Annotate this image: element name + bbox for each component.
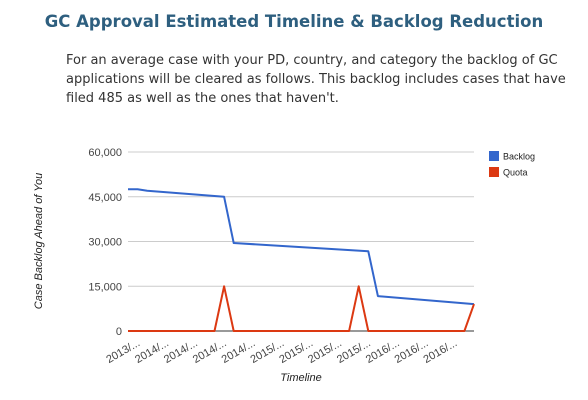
y-axis-label: Case Backlog Ahead of You	[33, 173, 45, 309]
intro-paragraph: For an average case with your PD, countr…	[66, 53, 566, 106]
y-tick-label: 60,000	[88, 147, 122, 159]
chart-legend: Backlog Quota	[489, 151, 535, 178]
y-tick-label: 45,000	[88, 192, 122, 204]
chart-gridlines	[128, 151, 474, 332]
chart-series	[127, 188, 475, 332]
quota-series-line	[128, 285, 475, 332]
quota-legend-label: Quota	[503, 168, 528, 178]
y-tick-label: 15,000	[88, 281, 122, 293]
x-axis-label: Timeline	[280, 372, 321, 384]
backlog-legend-swatch	[489, 151, 499, 161]
x-axis-ticks: 2013/...2014/...2014/...2014/...2014/...…	[104, 337, 459, 366]
y-axis-ticks: 0 15,000 30,000 45,000 60,000	[88, 147, 122, 338]
y-tick-label: 0	[116, 326, 122, 338]
quota-legend-swatch	[489, 167, 499, 177]
page-title: GC Approval Estimated Timeline & Backlog…	[44, 12, 544, 31]
y-tick-label: 30,000	[88, 237, 122, 249]
backlog-legend-label: Backlog	[503, 152, 535, 162]
backlog-series-line	[128, 188, 475, 306]
x-tick-label: 2016/...	[421, 337, 459, 366]
